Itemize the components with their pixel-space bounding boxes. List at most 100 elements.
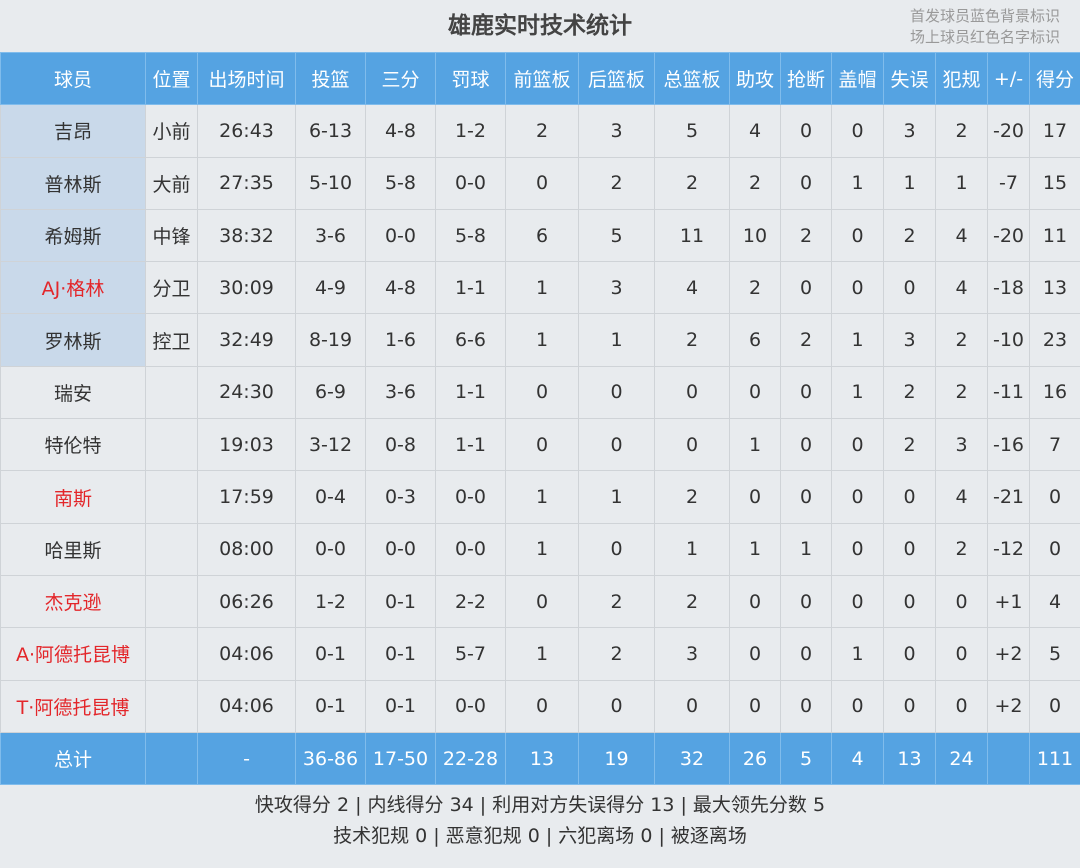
stat-cell	[145, 627, 198, 681]
total-cell: 111	[1029, 731, 1080, 786]
stat-cell: 11	[1029, 208, 1080, 263]
stat-cell: 3	[578, 104, 655, 158]
stat-cell: 17:59	[197, 470, 296, 524]
column-header[interactable]: 前篮板	[505, 51, 579, 106]
player-name[interactable]: 吉昂	[0, 104, 146, 158]
stat-cell: 0	[780, 627, 832, 681]
stat-cell: 0	[505, 156, 579, 210]
stat-cell: 0	[883, 574, 936, 629]
column-header[interactable]: 三分	[365, 51, 436, 106]
stat-cell: 3	[935, 418, 988, 472]
stat-cell: 17	[1029, 104, 1080, 158]
stat-cell: 0	[1029, 470, 1080, 524]
player-name[interactable]: 特伦特	[0, 418, 146, 472]
stat-cell: 5-8	[435, 208, 506, 263]
stat-cell: 0	[831, 574, 884, 629]
stat-cell: 0	[780, 418, 832, 472]
stat-cell: 26:43	[197, 104, 296, 158]
stat-cell: 0-0	[435, 156, 506, 210]
stat-cell: 4	[935, 261, 988, 315]
stat-cell: -12	[987, 522, 1030, 576]
team-summary: 快攻得分 2 | 内线得分 34 | 利用对方失误得分 13 | 最大领先分数 …	[0, 790, 1080, 852]
stat-cell: 4	[935, 470, 988, 524]
column-header[interactable]: 球员	[0, 51, 146, 106]
stat-cell: 3	[883, 104, 936, 158]
column-header[interactable]: 投篮	[295, 51, 366, 106]
player-name[interactable]: 罗林斯	[0, 313, 146, 367]
stat-cell: 1-1	[435, 261, 506, 315]
player-name[interactable]: T·阿德托昆博	[0, 679, 146, 733]
stat-cell: -21	[987, 470, 1030, 524]
stat-cell: 0	[654, 679, 730, 733]
stat-cell: 0-1	[365, 679, 436, 733]
stat-cell: 19:03	[197, 418, 296, 472]
stat-cell: 大前	[145, 156, 198, 210]
player-name[interactable]: 南斯	[0, 470, 146, 524]
stat-cell: 6-9	[295, 365, 366, 420]
column-header[interactable]: 罚球	[435, 51, 506, 106]
stat-cell: 0	[831, 522, 884, 576]
column-header[interactable]: 得分	[1029, 51, 1080, 106]
player-name[interactable]: 杰克逊	[0, 574, 146, 629]
stat-cell: 1-1	[435, 365, 506, 420]
column-header[interactable]: 后篮板	[578, 51, 655, 106]
column-header[interactable]: +/-	[987, 51, 1030, 106]
stat-cell: 0	[578, 522, 655, 576]
stat-cell: 2	[935, 522, 988, 576]
stat-cell: 6-6	[435, 313, 506, 367]
stat-cell: 10	[729, 208, 781, 263]
column-header[interactable]: 抢断	[780, 51, 832, 106]
stat-cell: 24:30	[197, 365, 296, 420]
stat-cell: 中锋	[145, 208, 198, 263]
total-cell: 22-28	[435, 731, 506, 786]
player-name[interactable]: 瑞安	[0, 365, 146, 420]
stat-cell: 0	[831, 679, 884, 733]
column-header[interactable]: 助攻	[729, 51, 781, 106]
stat-cell: 2	[654, 156, 730, 210]
player-name[interactable]: 普林斯	[0, 156, 146, 210]
player-name[interactable]: 希姆斯	[0, 208, 146, 263]
stat-cell	[145, 679, 198, 733]
stat-cell	[145, 470, 198, 524]
stat-cell: 0	[780, 104, 832, 158]
stat-cell: 7	[1029, 418, 1080, 472]
stat-cell: 3-6	[365, 365, 436, 420]
column-header[interactable]: 出场时间	[197, 51, 296, 106]
column-header[interactable]: 盖帽	[831, 51, 884, 106]
stat-cell: 小前	[145, 104, 198, 158]
stat-cell: 4	[935, 208, 988, 263]
stat-cell: 0	[505, 574, 579, 629]
stat-cell: 2	[578, 156, 655, 210]
player-row: 普林斯 大前 27:35 5-10 5-8 0-0 0 2 2 2 0 1 1 1 -7 15	[0, 156, 1080, 210]
stat-cell: 4	[654, 261, 730, 315]
column-header[interactable]: 失误	[883, 51, 936, 106]
player-name[interactable]: A·阿德托昆博	[0, 627, 146, 681]
player-name[interactable]: 哈里斯	[0, 522, 146, 576]
stat-cell: 0-0	[365, 522, 436, 576]
total-cell: 24	[935, 731, 988, 786]
stat-cell: 0	[935, 627, 988, 681]
total-cell: 36-86	[295, 731, 366, 786]
stat-cell: 16	[1029, 365, 1080, 420]
stat-cell: 0	[780, 470, 832, 524]
player-name[interactable]: AJ·格林	[0, 261, 146, 315]
stat-cell: 0	[505, 418, 579, 472]
column-header[interactable]: 总篮板	[654, 51, 730, 106]
stat-cell: 08:00	[197, 522, 296, 576]
column-header[interactable]: 位置	[145, 51, 198, 106]
player-row: AJ·格林 分卫 30:09 4-9 4-8 1-1 1 3 4 2 0 0 0 4 -18 13	[0, 261, 1080, 315]
total-cell: 19	[578, 731, 655, 786]
player-row: A·阿德托昆博 04:06 0-1 0-1 5-7 1 2 3 0 0 1 0 0 +2 5	[0, 627, 1080, 681]
stat-cell: 30:09	[197, 261, 296, 315]
stat-cell: 6	[505, 208, 579, 263]
stat-cell	[145, 365, 198, 420]
stat-cell: 0	[578, 418, 655, 472]
stat-cell: 1	[505, 261, 579, 315]
stat-cell: 1-1	[435, 418, 506, 472]
stat-cell: 2	[935, 313, 988, 367]
stat-cell: 2-2	[435, 574, 506, 629]
stat-cell: 4-9	[295, 261, 366, 315]
column-header[interactable]: 犯规	[935, 51, 988, 106]
stat-cell: 1	[831, 156, 884, 210]
stat-cell: 0-0	[435, 679, 506, 733]
